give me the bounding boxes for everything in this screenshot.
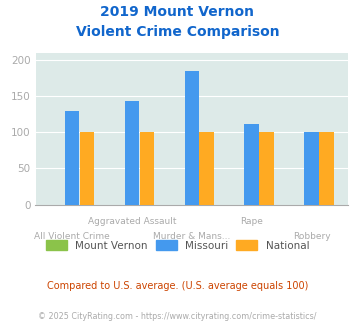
Text: Compared to U.S. average. (U.S. average equals 100): Compared to U.S. average. (U.S. average … <box>47 281 308 291</box>
Bar <box>80 132 94 205</box>
Bar <box>185 71 199 205</box>
Bar <box>140 132 154 205</box>
Bar <box>200 132 214 205</box>
Bar <box>304 132 319 205</box>
Text: Murder & Mans...: Murder & Mans... <box>153 232 230 241</box>
Text: 2019 Mount Vernon: 2019 Mount Vernon <box>100 5 255 19</box>
Bar <box>65 111 79 205</box>
Bar <box>245 124 259 205</box>
Bar <box>260 132 274 205</box>
Text: Robbery: Robbery <box>293 232 331 241</box>
Text: Violent Crime Comparison: Violent Crime Comparison <box>76 25 279 39</box>
Text: All Violent Crime: All Violent Crime <box>34 232 110 241</box>
Text: Rape: Rape <box>240 217 263 226</box>
Bar <box>319 132 334 205</box>
Text: Aggravated Assault: Aggravated Assault <box>88 217 176 226</box>
Text: © 2025 CityRating.com - https://www.cityrating.com/crime-statistics/: © 2025 CityRating.com - https://www.city… <box>38 312 317 321</box>
Bar <box>125 101 139 205</box>
Legend: Mount Vernon, Missouri, National: Mount Vernon, Missouri, National <box>42 236 313 255</box>
